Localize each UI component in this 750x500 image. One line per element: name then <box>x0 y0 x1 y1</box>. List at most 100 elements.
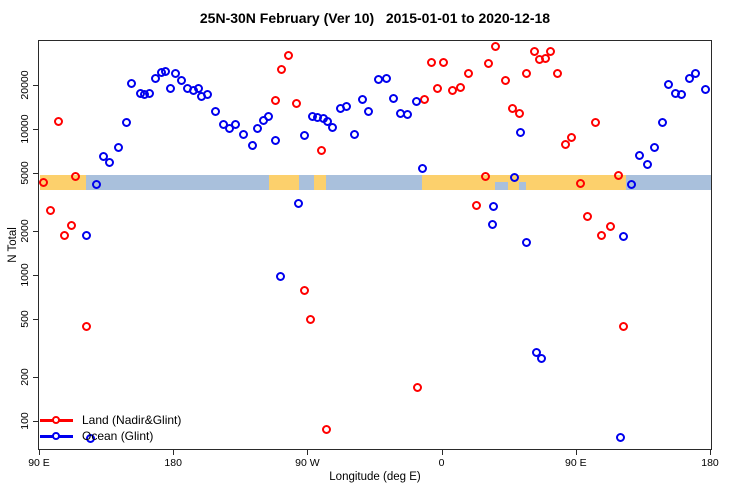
legend-label-ocean: Ocean (Glint) <box>82 429 154 443</box>
data-point <box>480 171 490 181</box>
data-point <box>490 42 500 52</box>
data-point <box>510 173 520 182</box>
y-axis-tick <box>33 85 38 87</box>
x-axis-tick <box>173 450 175 455</box>
data-point <box>292 98 302 108</box>
y-axis-tick <box>33 172 38 174</box>
data-point <box>39 178 49 188</box>
x-axis-tick-label: 0 <box>438 457 445 469</box>
data-point <box>531 348 541 358</box>
data-point <box>439 58 449 68</box>
data-point <box>127 78 136 88</box>
data-point <box>487 219 497 229</box>
map-band-ocean-segment <box>86 175 270 190</box>
y-axis-tick <box>33 231 38 233</box>
y-axis-tick-label: 500 <box>19 310 31 328</box>
data-point <box>642 159 652 169</box>
data-point <box>700 84 710 94</box>
y-axis-tick <box>33 129 38 130</box>
data-point <box>238 130 248 140</box>
data-point <box>271 135 281 145</box>
data-point <box>613 170 623 180</box>
data-point <box>104 157 114 167</box>
data-point <box>67 220 77 230</box>
data-point <box>677 89 687 99</box>
data-point <box>364 106 374 116</box>
data-point <box>546 47 555 57</box>
data-point <box>560 139 570 149</box>
y-axis-tick-label: 20000 <box>19 70 31 100</box>
data-point <box>219 119 228 129</box>
x-axis-tick-label: 90 W <box>295 457 320 469</box>
data-point <box>635 150 645 160</box>
x-axis-tick-label: 180 <box>164 457 182 469</box>
data-point <box>615 432 625 442</box>
y-axis-tick-label: 1000 <box>19 263 31 287</box>
data-point <box>507 104 517 114</box>
legend-marker-land <box>40 412 73 428</box>
data-point <box>70 171 80 181</box>
data-point <box>224 124 234 134</box>
data-point <box>514 108 524 118</box>
data-point <box>328 122 337 132</box>
y-axis-tick-label: 100 <box>19 412 31 430</box>
map-band-land-segment <box>313 175 326 190</box>
data-point <box>85 433 95 443</box>
data-point <box>381 73 391 83</box>
data-point <box>411 96 421 106</box>
data-point <box>46 206 56 216</box>
x-axis-tick-label: 90 E <box>28 457 50 469</box>
data-point <box>81 322 91 332</box>
data-point <box>264 112 274 122</box>
legend-marker-ocean <box>40 428 73 444</box>
data-point <box>151 73 160 83</box>
x-axis-tick <box>575 450 577 455</box>
plot-area <box>38 40 712 450</box>
data-point <box>166 83 176 93</box>
data-point <box>275 272 285 282</box>
y-axis-tick-label: 10000 <box>19 114 31 144</box>
chart-title: 25N-30N February (Ver 10) 2015-01-01 to … <box>199 10 551 26</box>
data-point <box>253 123 262 133</box>
data-point <box>596 230 606 240</box>
x-axis-tick <box>39 450 40 455</box>
legend-item-land: Land (Nadir&Glint) <box>40 412 181 428</box>
y-axis-tick-label: 200 <box>19 368 31 386</box>
data-point <box>529 47 539 57</box>
data-point <box>420 94 429 104</box>
data-point <box>342 102 352 112</box>
data-point <box>536 353 546 363</box>
y-axis-tick <box>33 421 38 422</box>
y-axis-label: N Total <box>7 227 19 263</box>
data-point <box>271 95 281 105</box>
data-point <box>626 180 636 189</box>
data-point <box>316 145 326 155</box>
data-point <box>432 83 442 93</box>
data-point <box>203 89 213 99</box>
data-point <box>388 94 398 104</box>
data-point <box>540 54 550 64</box>
data-point <box>294 199 303 209</box>
data-point <box>284 51 293 61</box>
legend-item-ocean: Ocean (Glint) <box>40 428 181 444</box>
data-point <box>403 110 412 120</box>
data-point <box>418 163 428 173</box>
data-point <box>299 131 309 141</box>
data-point <box>91 180 101 189</box>
data-point <box>53 117 63 127</box>
data-point <box>553 69 562 79</box>
data-point <box>306 314 316 324</box>
x-axis-tick <box>441 450 443 455</box>
x-axis-tick <box>307 450 309 455</box>
data-point <box>114 142 124 152</box>
data-point <box>455 82 465 92</box>
data-point <box>591 118 601 128</box>
data-point <box>684 73 694 83</box>
data-point <box>176 75 186 85</box>
data-point <box>657 118 667 128</box>
data-point <box>575 178 585 188</box>
legend: Land (Nadir&Glint) Ocean (Glint) <box>40 412 181 444</box>
x-axis-tick-label: 180 <box>701 457 719 469</box>
data-point <box>427 58 436 68</box>
data-point <box>210 106 220 116</box>
